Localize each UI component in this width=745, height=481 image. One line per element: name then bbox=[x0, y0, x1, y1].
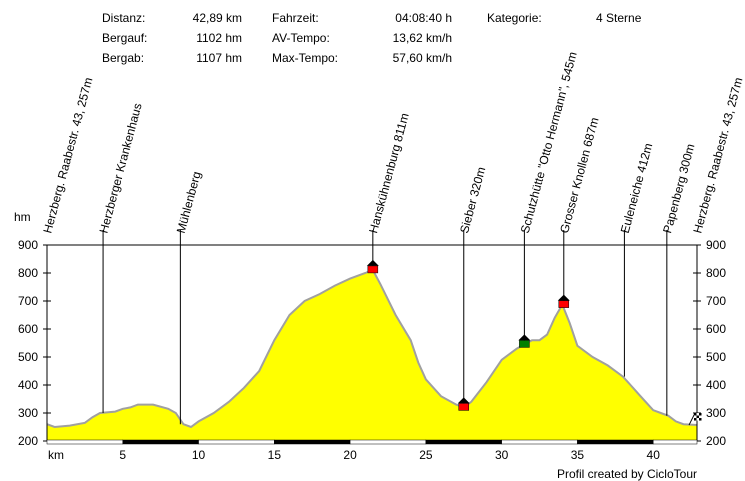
finish-flag-cell bbox=[696, 413, 699, 416]
y-tick-label-right: 300 bbox=[706, 406, 726, 420]
y-tick-label-right: 500 bbox=[706, 350, 726, 364]
kategorie-value: 4 Sterne bbox=[596, 11, 642, 25]
bergab-value: 1107 hm bbox=[196, 51, 242, 65]
y-tick-label-right: 600 bbox=[706, 322, 726, 336]
marker-house bbox=[367, 265, 379, 274]
elevation-area bbox=[47, 269, 697, 441]
finish-flag-cell bbox=[694, 413, 697, 416]
fahrzeit-label: Fahrzeit: bbox=[272, 11, 319, 25]
y-tick-label-right: 900 bbox=[706, 238, 726, 252]
x-tick-label: 5 bbox=[119, 448, 126, 462]
marker-roof bbox=[457, 397, 470, 404]
x-axis-band bbox=[198, 439, 275, 445]
x-tick-label: 10 bbox=[192, 448, 206, 462]
max-tempo-label: Max-Tempo: bbox=[272, 51, 338, 65]
distanz-value: 42,89 km bbox=[193, 11, 242, 25]
waypoint-label: Papenberg 300m bbox=[660, 142, 697, 235]
marker-house bbox=[558, 300, 570, 308]
x-tick-label: 30 bbox=[495, 448, 509, 462]
av-tempo-value: 13,62 km/h bbox=[393, 31, 452, 45]
y-tick-label-right: 200 bbox=[706, 434, 726, 448]
marker-house bbox=[519, 340, 530, 348]
x-axis-band bbox=[501, 439, 578, 445]
elevation-outline bbox=[46, 268, 698, 429]
distanz-label: Distanz: bbox=[102, 11, 145, 25]
y-tick-label-left: 900 bbox=[18, 238, 38, 252]
y-axis-unit-label: hm bbox=[14, 210, 31, 224]
finish-flag-cell bbox=[694, 415, 697, 419]
credit-text: Profil created by CicloTour bbox=[557, 467, 697, 481]
x-axis-band bbox=[349, 439, 427, 445]
waypoint-label: Grosser Knollen 687m bbox=[557, 116, 601, 235]
y-tick-label-left: 600 bbox=[18, 322, 38, 336]
y-tick-label-right: 700 bbox=[706, 294, 726, 308]
waypoint-label: Euleneiche 412m bbox=[618, 142, 656, 235]
y-tick-label-left: 400 bbox=[18, 378, 38, 392]
x-axis-band bbox=[122, 439, 199, 445]
finish-flag-cell bbox=[696, 418, 699, 421]
marker-roof bbox=[366, 259, 379, 266]
x-tick-label: 25 bbox=[419, 448, 433, 462]
max-tempo-value: 57,60 km/h bbox=[393, 51, 452, 65]
x-axis-unit-label: km bbox=[48, 448, 64, 462]
x-tick-label: 20 bbox=[343, 448, 357, 462]
x-tick-label: 40 bbox=[647, 448, 661, 462]
finish-flag-cell bbox=[699, 415, 702, 419]
waypoint-label: Herzberg. Raabestr. 43, 257m bbox=[690, 76, 745, 235]
finish-flag-cell bbox=[699, 418, 702, 421]
bergauf-label: Bergauf: bbox=[102, 31, 147, 45]
waypoint-label: Sieber 320m bbox=[457, 165, 488, 234]
waypoint-label: Herzberger Krankenhaus bbox=[96, 102, 144, 235]
waypoint-label: Herzberg. Raabestr. 43, 257m bbox=[40, 76, 95, 235]
x-tick-label: 35 bbox=[571, 448, 585, 462]
waypoint-label: Hanskühnenburg 811m bbox=[366, 111, 412, 234]
stats-panel: Distanz: 42,89 km Bergauf: 1102 hm Berga… bbox=[102, 11, 642, 65]
x-axis-band bbox=[425, 439, 502, 445]
y-tick-label-left: 200 bbox=[18, 434, 38, 448]
marker-roof bbox=[557, 294, 570, 301]
x-tick-label: 15 bbox=[268, 448, 282, 462]
x-axis-band bbox=[274, 439, 351, 445]
plot-area: Herzberg. Raabestr. 43, 257m Herzberger K… bbox=[18, 50, 745, 462]
finish-flag-cell bbox=[696, 415, 699, 419]
y-tick-label-right: 800 bbox=[706, 266, 726, 280]
y-tick-label-right: 400 bbox=[706, 378, 726, 392]
y-tick-label-left: 700 bbox=[18, 294, 38, 308]
y-tick-label-left: 500 bbox=[18, 350, 38, 364]
marker-house bbox=[458, 403, 470, 411]
y-tick-label-left: 300 bbox=[18, 406, 38, 420]
x-axis-band bbox=[577, 439, 654, 445]
av-tempo-label: AV-Tempo: bbox=[272, 31, 330, 45]
bergab-label: Bergab: bbox=[102, 51, 144, 65]
finish-flag-cell bbox=[694, 418, 697, 421]
finish-flag-cell bbox=[699, 413, 702, 416]
y-tick-label-left: 800 bbox=[18, 266, 38, 280]
marker-roof bbox=[518, 334, 531, 341]
kategorie-label: Kategorie: bbox=[487, 11, 542, 25]
waypoint-label: Mühlenberg bbox=[174, 170, 204, 235]
bergauf-value: 1102 hm bbox=[196, 31, 242, 45]
x-axis-band bbox=[652, 439, 698, 445]
fahrzeit-value: 04:08:40 h bbox=[395, 11, 452, 25]
x-axis-band bbox=[46, 439, 124, 445]
